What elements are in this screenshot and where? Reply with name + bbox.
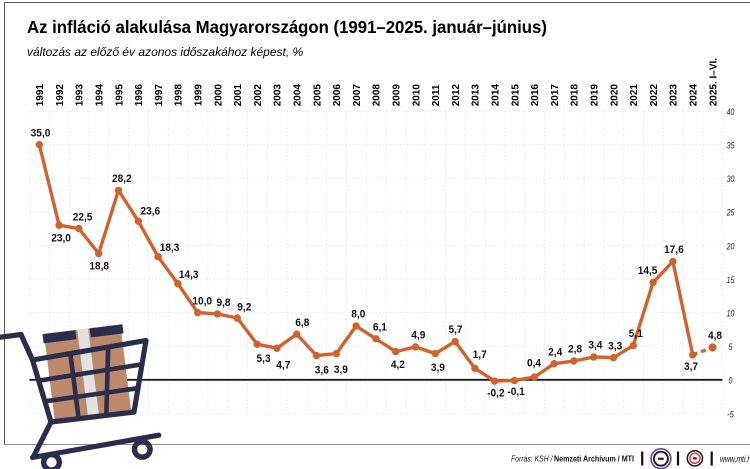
svg-text:5,7: 5,7 [448, 324, 462, 336]
svg-text:2,4: 2,4 [548, 346, 563, 358]
svg-text:2008: 2008 [372, 84, 383, 107]
svg-text:17,6: 17,6 [664, 244, 684, 256]
svg-text:3,4: 3,4 [588, 340, 603, 352]
svg-text:2015: 2015 [510, 84, 521, 107]
svg-text:1995: 1995 [114, 84, 125, 107]
svg-text:2007: 2007 [352, 84, 363, 107]
svg-text:30: 30 [727, 174, 735, 184]
svg-text:2021: 2021 [629, 84, 640, 107]
svg-text:35,0: 35,0 [31, 127, 51, 139]
svg-text:2,8: 2,8 [568, 344, 582, 356]
svg-text:5,3: 5,3 [257, 353, 271, 365]
svg-text:2018: 2018 [570, 84, 581, 107]
svg-text:14,3: 14,3 [179, 269, 199, 281]
svg-text:9,2: 9,2 [237, 302, 251, 314]
svg-text:22,5: 22,5 [73, 211, 93, 223]
svg-text:1994: 1994 [95, 84, 106, 107]
svg-text:2003: 2003 [273, 84, 284, 107]
svg-text:2012: 2012 [451, 84, 462, 107]
svg-text:2013: 2013 [471, 84, 482, 107]
svg-text:8,0: 8,0 [351, 309, 365, 321]
svg-text:2020: 2020 [609, 84, 620, 107]
svg-text:1993: 1993 [75, 84, 86, 107]
svg-text:23,6: 23,6 [140, 205, 160, 217]
svg-text:2016: 2016 [530, 84, 541, 107]
svg-text:2004: 2004 [293, 84, 304, 107]
svg-text:0,4: 0,4 [527, 357, 542, 369]
svg-text:3,7: 3,7 [684, 361, 698, 373]
svg-text:2002: 2002 [253, 84, 264, 107]
svg-text:1999: 1999 [194, 84, 205, 107]
svg-text:1996: 1996 [134, 84, 145, 107]
svg-text:10: 10 [727, 309, 735, 319]
svg-text:-0,1: -0,1 [507, 386, 524, 398]
svg-text:35: 35 [727, 141, 735, 151]
svg-text:2025. I–VI.: 2025. I–VI. [708, 58, 719, 107]
svg-text:2000: 2000 [213, 84, 224, 107]
svg-text:2010: 2010 [411, 84, 422, 107]
svg-text:www.mti.hu: www.mti.hu [720, 454, 750, 465]
svg-text:18,8: 18,8 [89, 261, 109, 273]
svg-text:-0,2: -0,2 [487, 387, 504, 399]
svg-text:40: 40 [727, 107, 735, 117]
svg-text:2017: 2017 [550, 84, 561, 107]
svg-text:2024: 2024 [689, 84, 700, 107]
svg-text:2001: 2001 [233, 84, 244, 107]
svg-text:2011: 2011 [431, 84, 442, 106]
svg-text:3,3: 3,3 [608, 340, 622, 352]
svg-text:1998: 1998 [174, 84, 185, 107]
svg-text:15: 15 [727, 275, 735, 285]
svg-text:2006: 2006 [332, 84, 343, 107]
svg-text:1991: 1991 [35, 84, 46, 107]
svg-text:0: 0 [729, 376, 734, 386]
svg-text:2023: 2023 [669, 84, 680, 107]
svg-text:4,2: 4,2 [391, 359, 405, 371]
svg-text:25: 25 [726, 208, 735, 218]
svg-text:5: 5 [729, 342, 734, 352]
svg-text:2014: 2014 [491, 84, 502, 107]
svg-text:3,9: 3,9 [334, 364, 348, 376]
svg-text:2019: 2019 [590, 84, 601, 107]
svg-text:3,9: 3,9 [431, 362, 445, 374]
svg-text:6,1: 6,1 [373, 322, 387, 334]
svg-text:4,8: 4,8 [708, 330, 722, 342]
svg-text:4,9: 4,9 [411, 330, 425, 342]
svg-text:10,0: 10,0 [192, 295, 212, 307]
svg-text:14,5: 14,5 [638, 265, 658, 277]
svg-text:23,0: 23,0 [51, 232, 71, 244]
svg-text:6,8: 6,8 [295, 317, 309, 329]
svg-text:1,7: 1,7 [473, 349, 487, 361]
svg-text:2005: 2005 [312, 84, 323, 107]
svg-text:Nemzeti Archívum / MTI: Nemzeti Archívum / MTI [554, 454, 634, 464]
svg-text:20: 20 [726, 241, 735, 251]
svg-text:2022: 2022 [649, 84, 660, 107]
svg-text:5,1: 5,1 [629, 328, 643, 340]
svg-text:18,3: 18,3 [160, 242, 180, 254]
svg-text:1992: 1992 [55, 84, 66, 107]
svg-text:-5: -5 [727, 409, 734, 419]
svg-text:28,2: 28,2 [112, 173, 132, 185]
svg-text:3,6: 3,6 [315, 364, 329, 376]
svg-text:2009: 2009 [392, 84, 403, 107]
svg-text:Forrás: KSH /: Forrás: KSH / [511, 454, 554, 464]
svg-text:1997: 1997 [154, 84, 165, 107]
svg-text:9,8: 9,8 [216, 297, 230, 309]
svg-text:4,7: 4,7 [276, 359, 290, 371]
